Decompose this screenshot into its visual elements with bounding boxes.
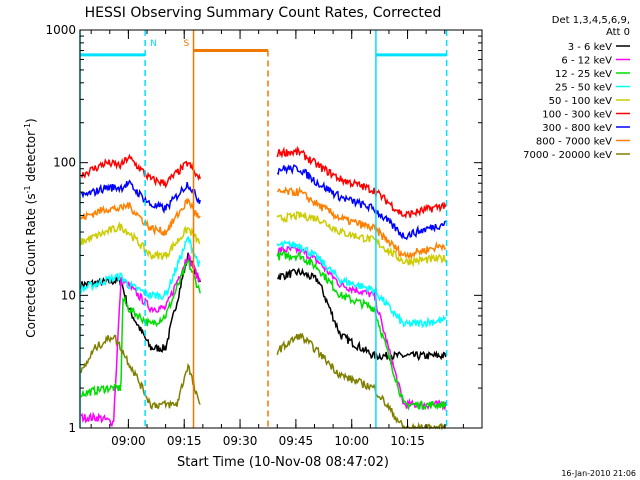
- series-line-0-seg-0: [80, 252, 201, 353]
- legend-entry-label: 3 - 6 keV: [568, 42, 612, 53]
- y-axis-label-sup1: -1: [23, 185, 32, 193]
- series-line-2-seg-1: [276, 249, 447, 411]
- axes-layer: 1 10 100 1000 09:00 09:15 09:30 09:45 10:00 10:15: [45, 23, 483, 448]
- series-line-3-seg-1: [276, 239, 447, 329]
- series-line-8-seg-1: [276, 332, 447, 431]
- x-tick-label: 10:15: [390, 434, 425, 448]
- series-line-7-seg-1: [276, 186, 447, 261]
- legend-entry-label: 800 - 7000 keV: [536, 137, 612, 148]
- series-line-6-seg-0: [81, 179, 201, 215]
- x-axis-label: Start Time (10-Nov-08 08:47:02): [177, 455, 389, 470]
- legend-header-line-2: Att 0: [606, 27, 630, 38]
- x-tick-label: 09:15: [167, 434, 202, 448]
- legend-entry-label: 6 - 12 keV: [561, 56, 612, 67]
- x-tick-label: 09:00: [111, 434, 146, 448]
- series-line-8-seg-0: [80, 334, 201, 410]
- series-line-2-seg-0: [80, 259, 201, 398]
- series-line-3-seg-0: [80, 235, 201, 301]
- series-line-6-seg-1: [276, 164, 447, 241]
- x-tick-label: 09:45: [279, 434, 314, 448]
- legend-entry-label: 50 - 100 keV: [549, 96, 613, 107]
- y-tick-label: 1: [68, 421, 76, 435]
- series-line-4-seg-0: [80, 221, 201, 261]
- legend-entry-label: 300 - 800 keV: [542, 123, 612, 134]
- y-axis-label-end: ): [24, 118, 38, 123]
- series-layer: [80, 145, 447, 431]
- x-tick-label: 10:00: [334, 434, 369, 448]
- y-tick-label: 1000: [45, 23, 76, 37]
- series-line-7-seg-0: [80, 197, 201, 236]
- plot-frame: [79, 29, 483, 429]
- marker-label-n: N: [150, 39, 157, 49]
- y-axis-label-mid: detector: [24, 131, 38, 186]
- plot-timestamp: 16-Jan-2010 21:06: [561, 469, 636, 478]
- y-axis-label-sup2: -1: [23, 123, 32, 131]
- legend-entry-label: 100 - 300 keV: [542, 110, 612, 121]
- y-axis-label-main: Corrected Count Rate (s: [24, 193, 38, 337]
- legend: Det 1,3,4,5,6,9, Att 0 3 - 6 keV 6 - 12 k…: [523, 15, 630, 161]
- series-line-4-seg-1: [276, 211, 447, 268]
- legend-entry-label: 12 - 25 keV: [555, 69, 612, 80]
- series-line-5-seg-0: [80, 153, 201, 189]
- legend-entry-label: 7000 - 20000 keV: [523, 150, 612, 161]
- marker-label-s: S: [184, 39, 190, 49]
- y-axis-label: Corrected Count Rate (s-1 detector-1): [23, 118, 38, 337]
- legend-header-line-1: Det 1,3,4,5,6,9,: [552, 15, 630, 26]
- series-line-5-seg-1: [276, 145, 447, 220]
- legend-entry-label: 25 - 50 keV: [555, 83, 612, 94]
- series-line-0-seg-1: [277, 267, 447, 362]
- x-tick-label: 09:30: [223, 434, 258, 448]
- chart-title: HESSI Observing Summary Count Rates, Cor…: [85, 5, 442, 21]
- y-tick-label: 100: [53, 156, 76, 170]
- y-tick-label: 10: [61, 288, 76, 302]
